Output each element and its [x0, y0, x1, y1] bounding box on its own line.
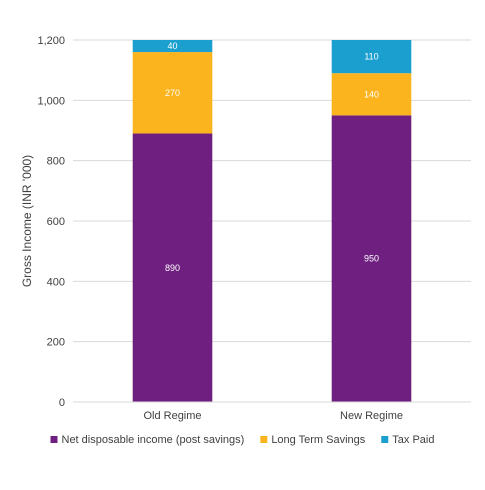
y-tick-label: 400: [47, 276, 65, 288]
bars: [132, 40, 412, 403]
y-tick-label: 0: [59, 397, 65, 409]
legend-item: Tax Paid: [381, 434, 434, 446]
bar-segment: [331, 115, 412, 403]
x-tick-label: Old Regime: [143, 410, 201, 422]
bar-segment: [132, 133, 213, 402]
data-label: 40: [167, 41, 177, 51]
bar-segment: [331, 73, 412, 116]
bar-segment: [132, 52, 213, 134]
legend-swatch: [50, 436, 58, 443]
data-label: 890: [165, 263, 180, 273]
bar-segment: [132, 40, 213, 53]
data-label: 950: [364, 254, 379, 264]
y-tick-label: 600: [47, 216, 65, 228]
legend: Net disposable income (post savings) Long…: [50, 434, 434, 446]
legend-item: Net disposable income (post savings): [50, 434, 245, 446]
data-label: 270: [165, 88, 180, 98]
y-tick-label: 1,200: [37, 35, 65, 47]
y-axis-title: Gross Income (INR '000): [20, 155, 34, 287]
legend-label: Net disposable income (post savings): [62, 434, 245, 446]
legend-item: Long Term Savings: [260, 434, 366, 446]
x-tick-label: New Regime: [340, 410, 403, 422]
bar-segment: [331, 40, 412, 74]
data-label: 140: [364, 89, 379, 99]
data-labels: 890 270 40 950 140 110: [165, 41, 379, 273]
y-tick-label: 200: [47, 337, 65, 349]
legend-swatch: [260, 436, 268, 443]
legend-swatch: [381, 436, 389, 443]
y-tick-label: 1,000: [37, 95, 65, 107]
legend-label: Tax Paid: [392, 434, 434, 446]
legend-label: Long Term Savings: [271, 434, 365, 446]
data-label: 110: [364, 52, 378, 62]
y-tick-label: 800: [47, 156, 65, 168]
axes: 0 200 400 600 800 1,000 1,200 Old Regime New Reg…: [37, 35, 471, 422]
